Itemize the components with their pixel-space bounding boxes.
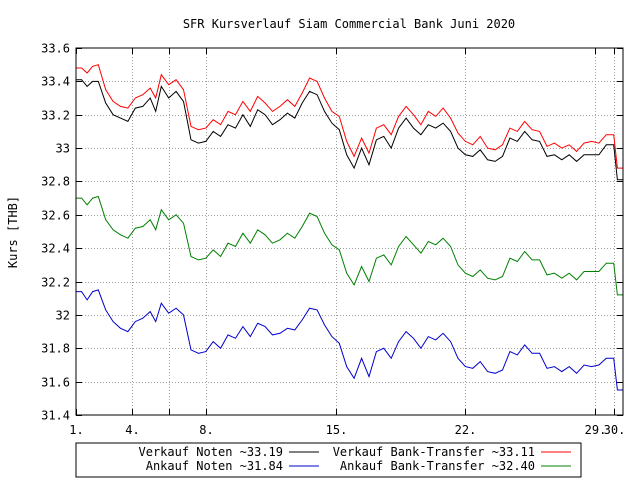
y-tick-label-33-2: 33.2 bbox=[41, 109, 70, 123]
y-tick-label-31-8: 31.8 bbox=[41, 342, 70, 356]
legend-label-ankauf-bank-transfer: Ankauf Bank-Transfer ~32.40 bbox=[340, 459, 535, 473]
legend-box bbox=[75, 442, 582, 478]
y-tick-label-31-6: 31.6 bbox=[41, 376, 70, 390]
x-tick-label-29: 29. bbox=[585, 423, 607, 437]
y-axis-label: Kurs [THB] bbox=[6, 196, 20, 268]
grid bbox=[76, 48, 623, 415]
series-line-verkauf-noten bbox=[76, 79, 623, 181]
x-tick-label-4: 4. bbox=[125, 423, 139, 437]
y-tick-label-32-4: 32.4 bbox=[41, 242, 70, 256]
x-tick-label-8: 8. bbox=[199, 423, 213, 437]
y-tick-label-32-6: 32.6 bbox=[41, 209, 70, 223]
legend-label-ankauf-noten: Ankauf Noten ~31.84 bbox=[146, 459, 283, 473]
series-line-verkauf-bank-transfer bbox=[76, 64, 623, 169]
y-tick-label-33: 33 bbox=[56, 142, 70, 156]
x-tick-label-30: 30. bbox=[604, 423, 626, 437]
x-tick-label-22: 22. bbox=[455, 423, 477, 437]
x-tick-label-15: 15. bbox=[326, 423, 348, 437]
plot-frame bbox=[75, 47, 624, 416]
y-tick-label-32-8: 32.8 bbox=[41, 175, 70, 189]
axis-ticks: 31.4 31.6 31.8 32 32.2 32.4 32.6 32.8 33 33.2 33.4… bbox=[41, 42, 625, 438]
y-tick-label-31-4: 31.4 bbox=[41, 409, 70, 423]
legend: Verkauf Noten ~33.19 Verkauf Bank-Transf… bbox=[75, 442, 582, 478]
series-group bbox=[76, 64, 623, 391]
series-line-ankauf-bank-transfer bbox=[76, 195, 623, 296]
y-tick-label-32-2: 32.2 bbox=[41, 276, 70, 290]
y-tick-label-33-4: 33.4 bbox=[41, 75, 70, 89]
series-line-ankauf-noten bbox=[76, 289, 623, 391]
y-tick-label-32: 32 bbox=[56, 309, 70, 323]
legend-label-verkauf-bank-transfer: Verkauf Bank-Transfer ~33.11 bbox=[333, 445, 535, 459]
x-tick-label-1: 1. bbox=[69, 423, 83, 437]
y-tick-label-33-6: 33.6 bbox=[41, 42, 70, 56]
legend-label-verkauf-noten: Verkauf Noten ~33.19 bbox=[139, 445, 284, 459]
chart-title: SFR Kursverlauf Siam Commercial Bank Jun… bbox=[183, 17, 515, 31]
